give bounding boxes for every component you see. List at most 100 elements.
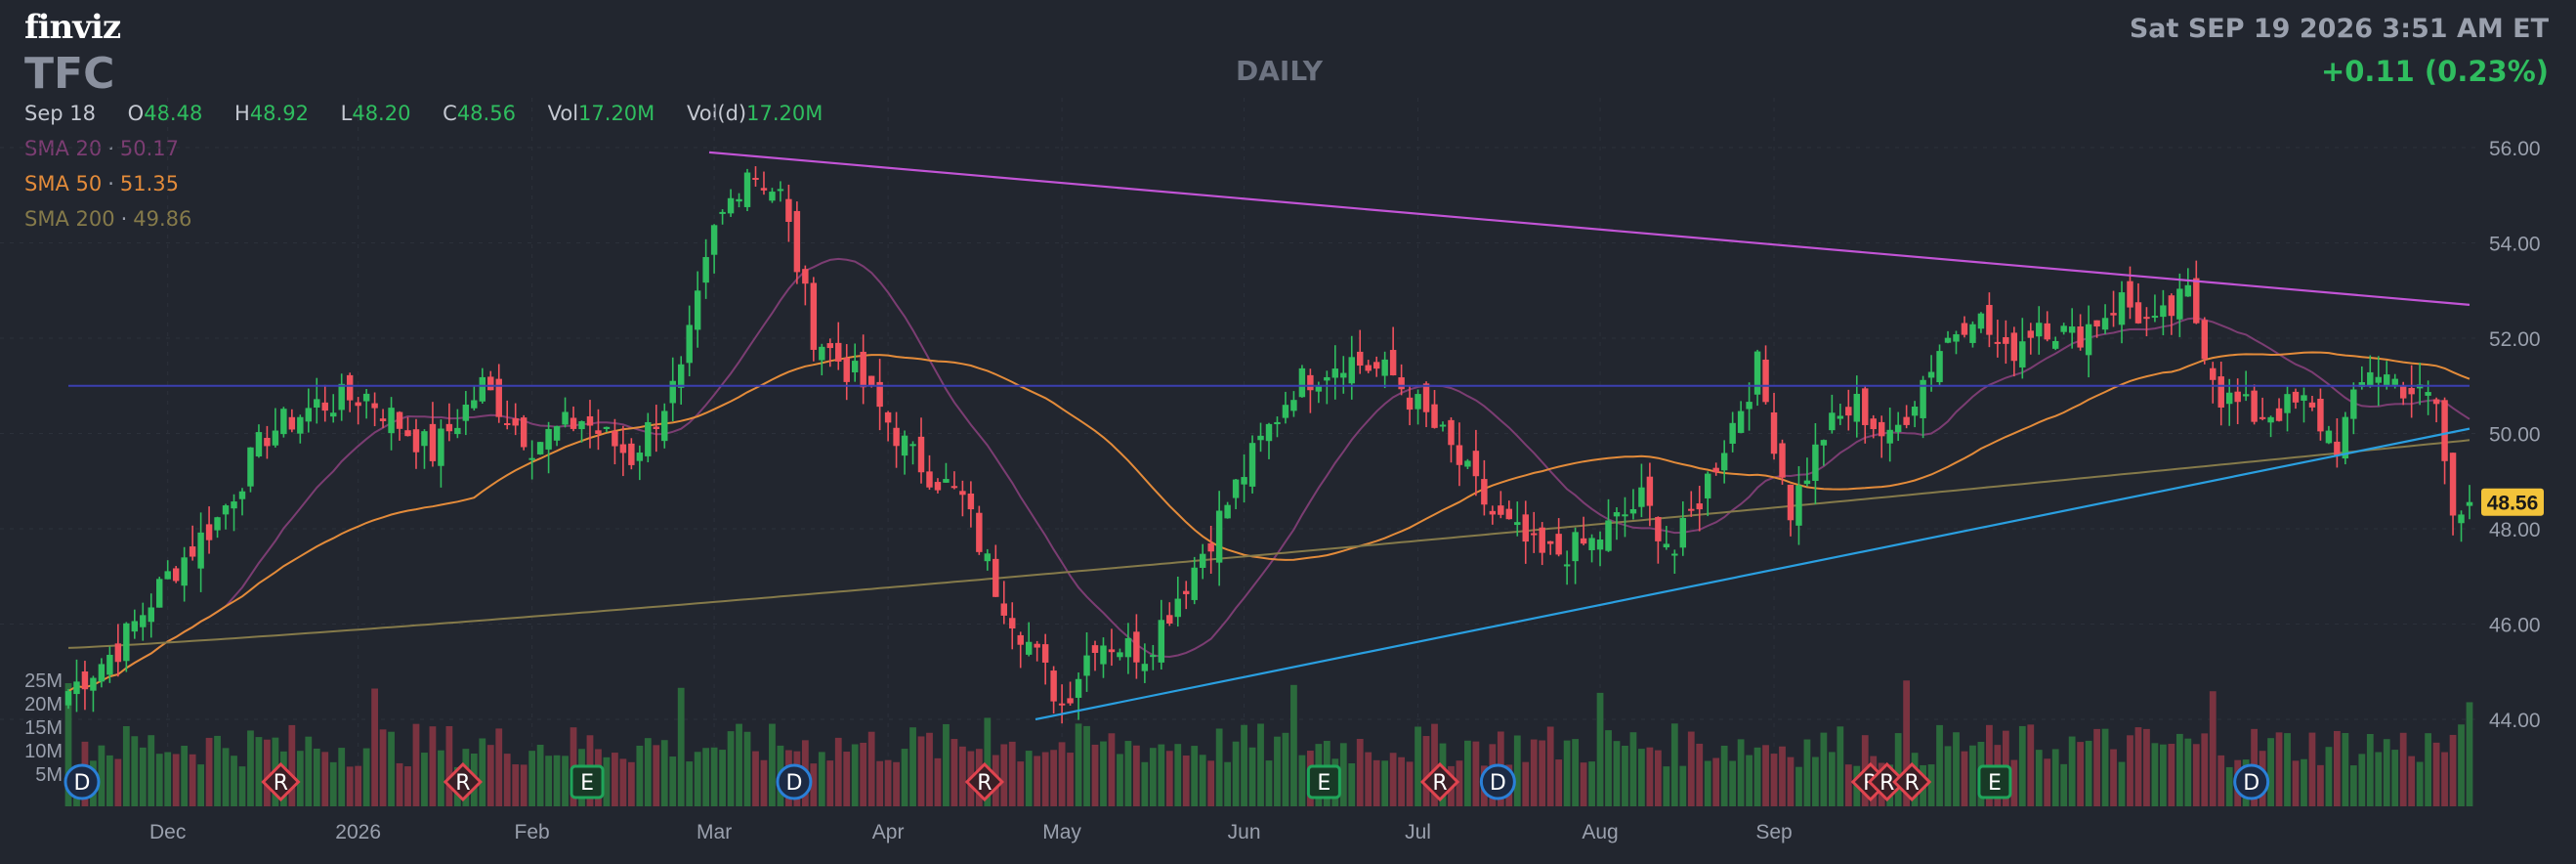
event-marker-R[interactable]: R	[443, 761, 484, 802]
candle-body	[90, 677, 97, 691]
event-marker-letter: R	[455, 771, 470, 796]
event-marker-D[interactable]: D	[63, 763, 101, 800]
event-marker-D[interactable]: D	[2233, 763, 2270, 800]
close-value: 48.56	[456, 102, 516, 125]
candle-body	[826, 343, 834, 349]
volume-bar	[1770, 754, 1778, 806]
event-marker-D[interactable]: D	[776, 763, 813, 800]
candle-body	[1944, 337, 1952, 343]
candle-body	[934, 482, 942, 491]
trendlines	[68, 151, 2470, 721]
volume-bar	[860, 742, 867, 806]
event-marker-E[interactable]: E	[570, 764, 605, 799]
candle-body	[1422, 383, 1430, 412]
candle-body	[2275, 408, 2283, 421]
volume-bar	[1075, 723, 1082, 806]
volume-bar	[1241, 724, 1247, 806]
volume-bar	[1381, 760, 1389, 806]
volume-bar	[2010, 759, 2018, 806]
volume-bar	[1762, 745, 1769, 806]
volume-bar	[2209, 691, 2217, 806]
candle-body	[1953, 334, 1960, 342]
rating-marker-icon	[443, 761, 484, 802]
candle-body	[802, 269, 809, 284]
candle-body	[736, 198, 742, 202]
volume-bar	[1165, 751, 1173, 806]
candle-body	[1720, 453, 1728, 471]
event-marker-D[interactable]: D	[1479, 763, 1516, 800]
volume-bar	[686, 761, 694, 806]
volume-bar	[445, 725, 453, 806]
candle-body	[1265, 423, 1273, 442]
sma-lines	[67, 257, 2470, 692]
candle-body	[2267, 416, 2274, 423]
volume-bar	[1083, 725, 1090, 806]
candle-body	[189, 546, 196, 557]
candle-body	[1381, 359, 1388, 376]
candle-body	[1100, 645, 1107, 665]
candle-body	[1398, 377, 1405, 390]
volume-bar	[1704, 760, 1711, 806]
candle-body	[1712, 467, 1719, 473]
sma20-legend[interactable]: SMA 20 · 50.17	[24, 137, 180, 160]
sma50-legend[interactable]: SMA 50 · 51.35	[24, 172, 180, 195]
candle-body	[247, 447, 254, 487]
candle-body	[2358, 382, 2366, 387]
volume-bar	[148, 735, 155, 806]
candle-body	[1920, 379, 1926, 418]
candle-body	[1795, 485, 1802, 526]
candle-body	[1820, 440, 1828, 446]
volume-bar	[2301, 758, 2307, 806]
finviz-logo[interactable]: finviz	[24, 8, 121, 47]
volume-bar	[1555, 759, 1563, 806]
high-value: 48.92	[249, 102, 309, 125]
volume-bar	[1513, 735, 1521, 806]
candle-body	[1009, 618, 1016, 629]
event-marker-R[interactable]: R	[261, 761, 301, 802]
volume-bar	[247, 730, 254, 806]
sma200-legend[interactable]: SMA 200 · 49.86	[24, 207, 192, 231]
candle-body	[2292, 391, 2300, 403]
volume-bar	[479, 738, 486, 806]
volume-bar	[98, 745, 106, 806]
candlesticks	[64, 166, 2473, 724]
volume-bar	[1008, 741, 1016, 806]
date-tick-label: Mar	[697, 821, 732, 843]
volume-bar	[355, 765, 362, 806]
sma50-label: SMA 50	[24, 172, 103, 195]
candle-body	[1911, 406, 1919, 416]
volume-bar	[1596, 692, 1604, 806]
candle-body	[197, 532, 204, 569]
candle-body	[2325, 430, 2333, 444]
volume-bar	[536, 745, 544, 806]
volume-bar	[313, 748, 320, 806]
low-value: 48.20	[352, 102, 411, 125]
candle-body	[2342, 416, 2349, 459]
candle-body	[338, 383, 345, 410]
volume-bar	[1000, 744, 1008, 806]
event-marker-E[interactable]: E	[1977, 764, 2012, 799]
candle-body	[1655, 517, 1662, 541]
candle-body	[106, 654, 113, 675]
volume-bar	[926, 732, 933, 806]
candle-body	[1779, 443, 1786, 478]
candle-body	[1108, 649, 1116, 653]
candle-body	[421, 431, 428, 447]
candle-body	[98, 664, 106, 682]
candle-body	[1340, 372, 1347, 378]
event-marker-E[interactable]: E	[1306, 764, 1341, 799]
candle-body	[661, 410, 668, 442]
candle-body	[1158, 620, 1165, 663]
volume-bar	[321, 752, 329, 806]
volume-bar	[1100, 741, 1107, 806]
candle-body	[603, 426, 611, 429]
candle-body	[562, 411, 569, 425]
candle-body	[1183, 590, 1190, 594]
sma200-value: 49.86	[133, 207, 192, 231]
event-marker-R[interactable]: R	[1419, 761, 1460, 802]
candle-body	[669, 380, 676, 404]
candle-body	[2060, 325, 2067, 332]
event-marker-R[interactable]: R	[1892, 761, 1932, 802]
event-marker-R[interactable]: R	[964, 761, 1004, 802]
